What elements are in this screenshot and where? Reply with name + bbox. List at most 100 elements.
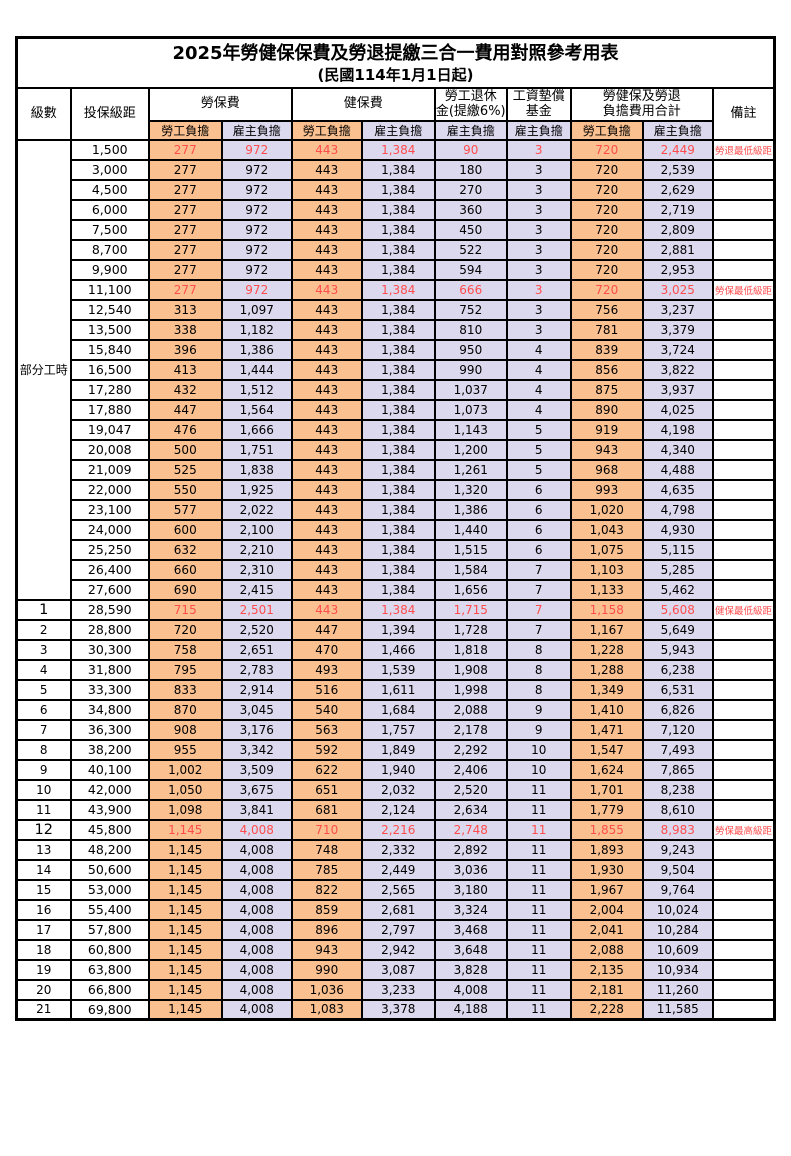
cell-labor-employer: 1,512 [220,378,293,401]
cell-health-employer: 1,384 [360,358,436,381]
cell-pension-employer: 666 [433,278,508,301]
table-row: 20,008 500 1,751 443 1,384 1,200 5 943 4,340 [16,438,776,461]
cell-fund-employer: 11 [505,958,572,981]
table-row: 3 30,300 758 2,651 470 1,466 1,818 8 1,228 5,943 [15,638,776,661]
cell-fund-employer: 9 [505,698,572,721]
cell-total-employer: 10,284 [641,918,714,941]
cell-remark [711,878,776,901]
cell-labor-employee: 447 [147,398,223,421]
cell-total-employer: 9,764 [641,878,714,901]
cell-bracket: 53,000 [69,878,150,901]
cell-level: 7 [15,718,72,741]
cell-total-employer: 11,260 [641,978,714,1001]
cell-labor-employee: 1,145 [147,858,223,881]
cell-health-employee: 859 [290,898,363,921]
cell-fund-employer: 11 [505,798,572,821]
cell-labor-employee: 1,050 [147,778,223,801]
cell-labor-employee: 277 [147,258,223,281]
table-row: 27,600 690 2,415 443 1,384 1,656 7 1,133 5,462 [16,578,776,601]
cell-health-employer: 1,384 [360,578,436,601]
cell-level: 8 [15,738,72,761]
cell-total-employer: 5,462 [641,578,714,601]
cell-health-employee: 443 [290,458,363,481]
cell-total-employee: 839 [569,338,644,361]
cell-total-employer: 4,488 [641,458,714,481]
cell-total-employer: 3,379 [641,318,714,341]
cell-total-employer: 3,724 [641,338,714,361]
cell-pension-employer: 2,292 [433,738,508,761]
cell-fund-employer: 11 [505,938,572,961]
cell-health-employee: 651 [290,778,363,801]
cell-remark [711,658,776,681]
table-row: 12 45,800 1,145 4,008 710 2,216 2,748 11 1,855 8,… [15,818,776,841]
cell-total-employee: 875 [569,378,644,401]
group-header-row: 級數 投保級距 勞保費 健保費 勞工退休 金(提繳6%) 工資墊償 基金 勞健保及勞… [15,86,776,141]
table-row: 17,280 432 1,512 443 1,384 1,037 4 875 3,937 [16,378,776,401]
table-row: 3,000 277 972 443 1,384 180 3 720 2,539 [16,158,776,181]
cell-bracket: 6,000 [69,198,150,221]
table-row: 15 53,000 1,145 4,008 822 2,565 3,180 11 1,967 9,… [15,878,776,901]
cell-pension-employer: 1,320 [433,478,508,501]
cell-bracket: 60,800 [69,938,150,961]
subheader-fund-employer: 雇主負擔 [505,119,572,141]
cell-labor-employee: 632 [147,538,223,561]
cell-fund-employer: 7 [505,558,572,581]
cell-total-employer: 9,504 [641,858,714,881]
cell-labor-employer: 2,501 [220,598,293,621]
cell-level: 21 [15,998,72,1021]
cell-total-employer: 4,340 [641,438,714,461]
cell-bracket: 31,800 [69,658,150,681]
cell-health-employer: 1,466 [360,638,436,661]
table-row: 25,250 632 2,210 443 1,384 1,515 6 1,075 5,115 [16,538,776,561]
cell-labor-employee: 277 [147,278,223,301]
cell-labor-employee: 277 [147,178,223,201]
cell-health-employee: 443 [290,238,363,261]
cell-labor-employer: 2,415 [220,578,293,601]
cell-health-employee: 443 [290,498,363,521]
cell-labor-employee: 1,098 [147,798,223,821]
cell-total-employer: 2,719 [641,198,714,221]
cell-total-employee: 1,624 [569,758,644,781]
cell-total-employee: 1,043 [569,518,644,541]
cell-pension-employer: 4,008 [433,978,508,1001]
cell-bracket: 57,800 [69,918,150,941]
cell-total-employer: 2,449 [641,138,714,161]
cell-bracket: 38,200 [69,738,150,761]
table-row: 18 60,800 1,145 4,008 943 2,942 3,648 11 2,088 10… [15,938,776,961]
cell-pension-employer: 810 [433,318,508,341]
header-total: 勞健保及勞退 負擔費用合計 [569,86,714,122]
cell-labor-employee: 795 [147,658,223,681]
cell-health-employer: 2,681 [360,898,436,921]
cell-health-employer: 1,384 [360,138,436,161]
table-row: 9 40,100 1,002 3,509 622 1,940 2,406 10 1,624 7,8… [15,758,776,781]
cell-health-employer: 2,216 [360,818,436,841]
cell-bracket: 40,100 [69,758,150,781]
cell-labor-employer: 2,310 [220,558,293,581]
header-wage-fund-line1: 工資墊償 [512,88,565,104]
cell-health-employee: 516 [290,678,363,701]
cell-fund-employer: 11 [505,978,572,1001]
cell-health-employee: 443 [290,378,363,401]
cell-remark [711,698,776,721]
cell-labor-employer: 1,666 [220,418,293,441]
cell-health-employee: 822 [290,878,363,901]
cell-labor-employer: 972 [220,178,293,201]
cell-health-employee: 443 [290,358,363,381]
cell-remark [711,958,776,981]
cell-labor-employer: 972 [220,198,293,221]
cell-pension-employer: 2,088 [433,698,508,721]
cell-health-employer: 1,384 [360,558,436,581]
cell-bracket: 69,800 [69,998,150,1021]
cell-bracket: 24,000 [69,518,150,541]
cell-total-employee: 1,075 [569,538,644,561]
cell-labor-employer: 4,008 [220,818,293,841]
cell-labor-employee: 277 [147,238,223,261]
cell-labor-employee: 396 [147,338,223,361]
cell-total-employee: 919 [569,418,644,441]
header-labor-insurance: 勞保費 [147,86,293,122]
cell-remark [711,718,776,741]
cell-bracket: 8,700 [69,238,150,261]
table-row: 11 43,900 1,098 3,841 681 2,124 2,634 11 1,779 8,… [15,798,776,821]
cell-health-employer: 1,384 [360,458,436,481]
cell-total-employee: 1,349 [569,678,644,701]
